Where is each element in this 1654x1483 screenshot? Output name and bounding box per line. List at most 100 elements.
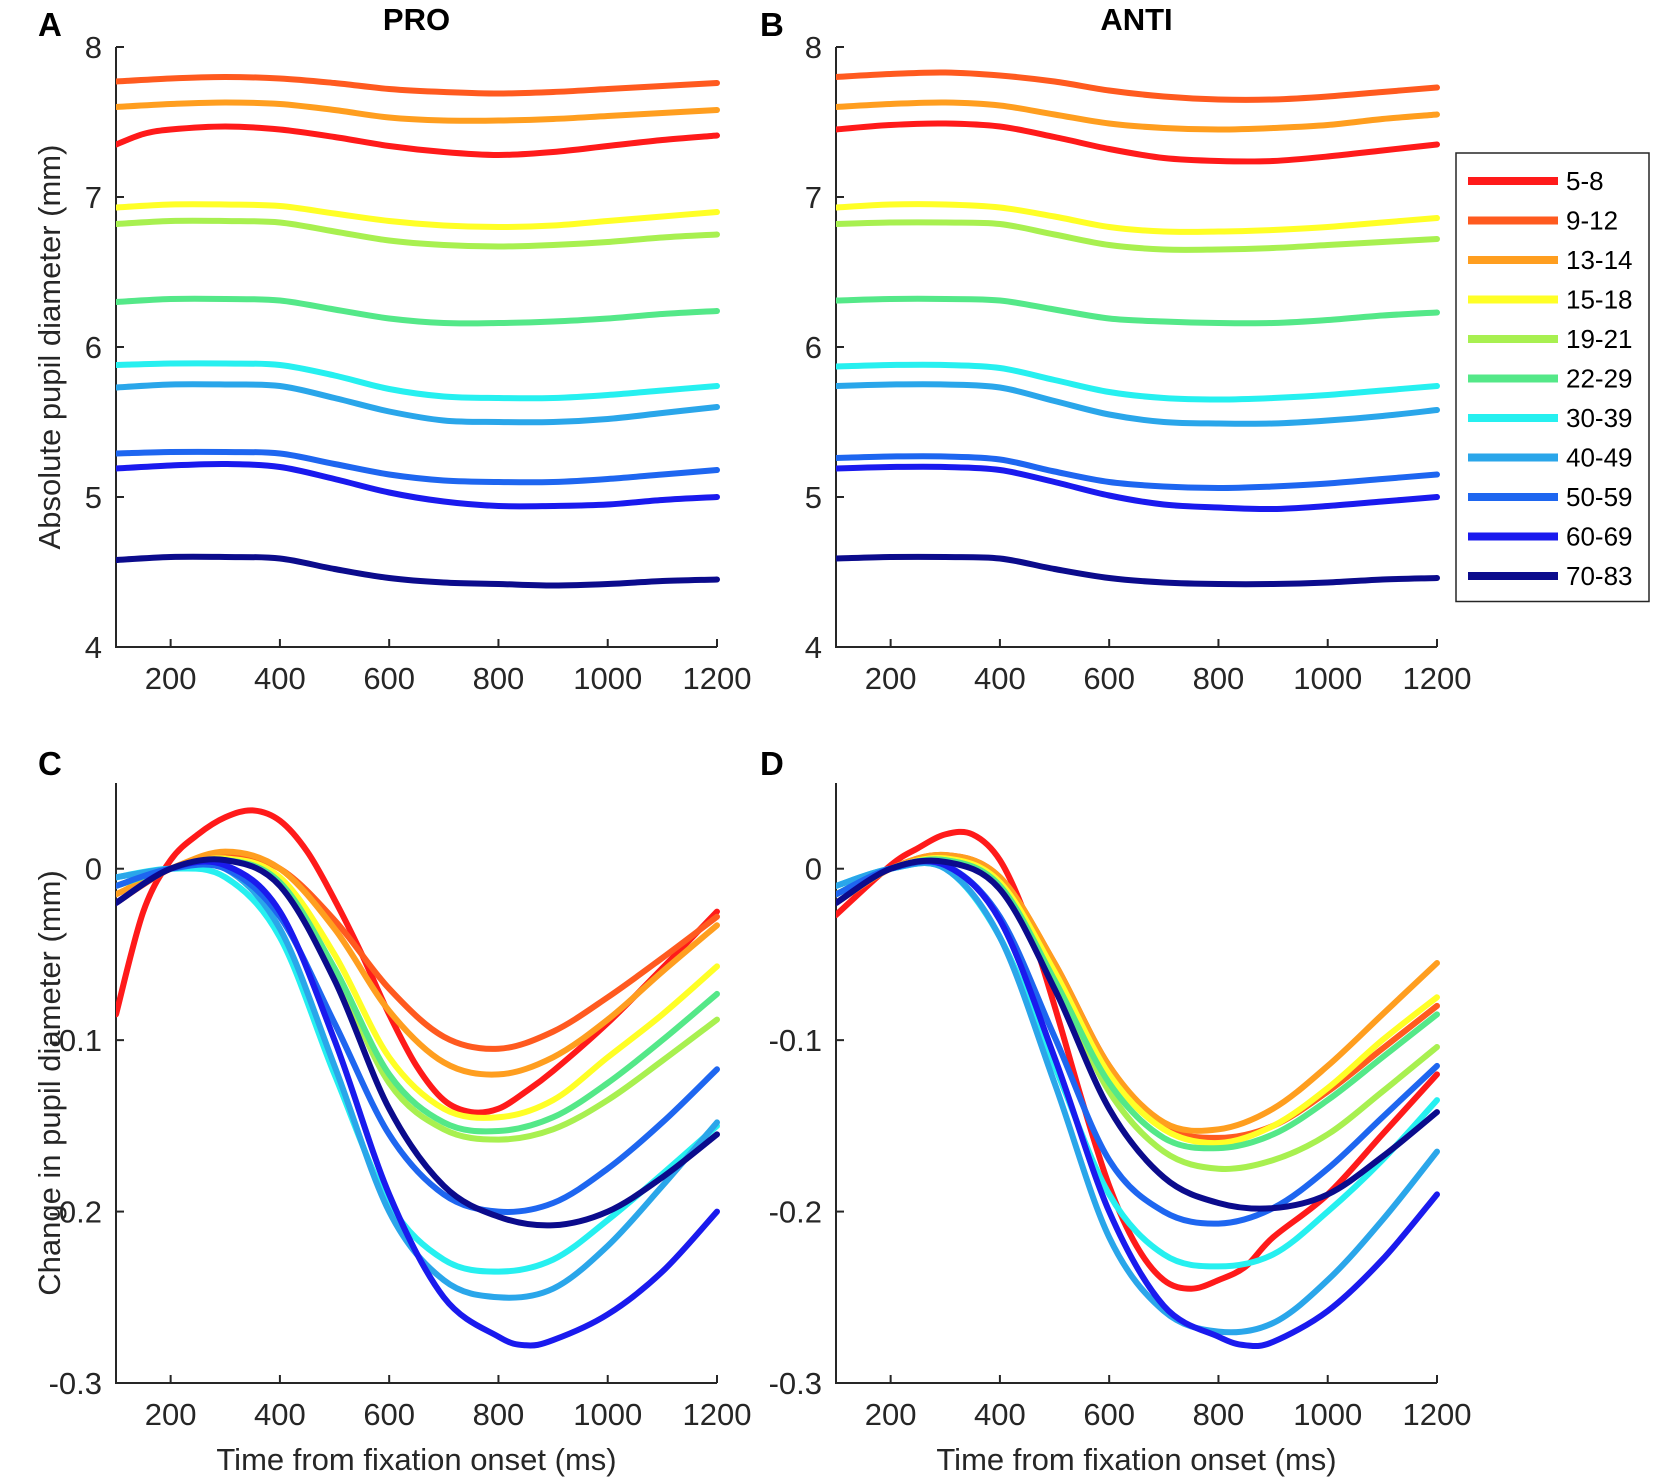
x-tick-label: 800 [473,1397,525,1432]
x-tick-label: 1000 [1293,1397,1362,1432]
x-tick-label: 600 [363,661,415,696]
y-tick-label: 6 [85,330,102,365]
legend-label: 40-49 [1566,443,1633,473]
y-tick-label: 6 [805,330,822,365]
series-line-70-83 [836,553,1440,588]
y-tick-label: -0.3 [769,1366,822,1401]
panel-a: A PRO 200 400 600 800 1000 1200 4 5 6 7 8 Absolute pu… [32,2,751,696]
series-line-50-59 [836,453,1440,491]
series-line-5-8 [116,807,720,1116]
x-tick-label: 1200 [1403,1397,1472,1432]
series-line-22-29 [116,295,720,327]
series-line-5-8 [836,120,1440,165]
series-line-30-39 [836,859,1440,1270]
series-line-50-59 [836,858,1440,1227]
series-line-15-18 [116,201,720,230]
panel-letter: C [38,745,62,782]
axes-frame [115,783,717,1384]
legend-label: 13-14 [1566,245,1633,275]
x-tick-label: 400 [974,661,1026,696]
legend-label: 5-8 [1566,166,1604,196]
legend-label: 50-59 [1566,482,1633,512]
panel-title: ANTI [1100,2,1172,37]
legend-label: 30-39 [1566,403,1633,433]
y-tick-label: 0 [805,852,822,887]
x-tick-label: 1200 [683,1397,752,1432]
series-line-5-8 [836,828,1440,1292]
series-line-5-8 [116,123,720,158]
y-tick-label: -0.3 [49,1366,102,1401]
legend-label: 15-18 [1566,285,1633,315]
x-axis-label: Time from fixation onset (ms) [936,1442,1336,1477]
series-line-9-12 [836,69,1440,103]
y-tick-label: 4 [805,630,822,665]
series-line-19-21 [836,856,1440,1172]
panel-letter: B [760,6,784,43]
y-tick-label: 8 [805,30,822,65]
panel-d: D 200 400 600 800 1000 1200 -0.3 -0.2 -0.1 0 Time f… [760,745,1471,1477]
y-tick-label: 7 [85,180,102,215]
y-tick-label: -0.2 [769,1195,822,1230]
series-line-13-14 [836,851,1440,1134]
x-tick-label: 400 [974,1397,1026,1432]
x-tick-label: 800 [1193,661,1245,696]
x-tick-label: 1000 [1293,661,1362,696]
x-tick-label: 400 [254,1397,306,1432]
series-line-70-83 [116,856,720,1229]
y-tick-label: 4 [85,630,102,665]
series-line-13-14 [836,99,1440,133]
panel-b: B ANTI 200 400 600 800 1000 1200 4 5 6 7 8 [760,2,1471,696]
y-axis-label: Absolute pupil diameter (mm) [32,145,67,550]
y-tick-label: 7 [805,180,822,215]
series-line-60-69 [116,858,720,1349]
series-line-30-39 [836,361,1440,403]
legend-label: 70-83 [1566,561,1633,591]
y-tick-label: 5 [85,480,102,515]
x-tick-label: 600 [1083,661,1135,696]
series-line-13-14 [116,848,720,1078]
series-line-15-18 [836,201,1440,235]
x-tick-label: 800 [1193,1397,1245,1432]
legend-label: 19-21 [1566,324,1633,354]
panel-title: PRO [383,2,450,37]
series-line-60-69 [836,857,1440,1350]
series-line-9-12 [116,852,720,1052]
x-tick-label: 400 [254,661,306,696]
legend: 5-8 9-12 13-14 15-18 19-21 22-29 30-39 40-49 50-… [1455,152,1650,603]
x-tick-label: 1200 [1403,661,1472,696]
series-line-70-83 [116,553,720,589]
x-tick-label: 200 [865,661,917,696]
panel-letter: A [38,6,62,43]
series-line-30-39 [116,360,720,402]
series-line-50-59 [116,448,720,486]
y-tick-label: 0 [85,852,102,887]
series-line-22-29 [836,295,1440,327]
series-line-19-21 [836,219,1440,253]
panel-c: C 200 400 600 800 1000 1200 -0.3 -0.2 -0.1 0 Change… [32,745,751,1477]
series-line-9-12 [116,74,720,97]
panel-letter: D [760,745,784,782]
x-tick-label: 200 [865,1397,917,1432]
series-line-60-69 [116,460,720,510]
series-line-9-12 [836,851,1440,1141]
series-line-40-49 [116,381,720,426]
x-tick-label: 1000 [573,661,642,696]
y-tick-label: -0.2 [49,1195,102,1230]
y-tick-label: -0.1 [49,1023,102,1058]
legend-label: 60-69 [1566,522,1633,552]
x-tick-label: 1200 [683,661,752,696]
y-tick-label: 5 [805,480,822,515]
y-tick-label: -0.1 [769,1023,822,1058]
legend-label: 9-12 [1566,206,1618,236]
x-tick-label: 600 [363,1397,415,1432]
x-tick-label: 200 [145,1397,197,1432]
x-axis-label: Time from fixation onset (ms) [216,1442,616,1477]
series-line-40-49 [116,860,720,1301]
y-axis-label: Change in pupil diameter (mm) [32,870,67,1296]
series-line-13-14 [116,99,720,124]
series-line-70-83 [836,857,1440,1212]
legend-label: 22-29 [1566,364,1633,394]
series-line-60-69 [836,463,1440,513]
series-line-40-49 [836,859,1440,1336]
